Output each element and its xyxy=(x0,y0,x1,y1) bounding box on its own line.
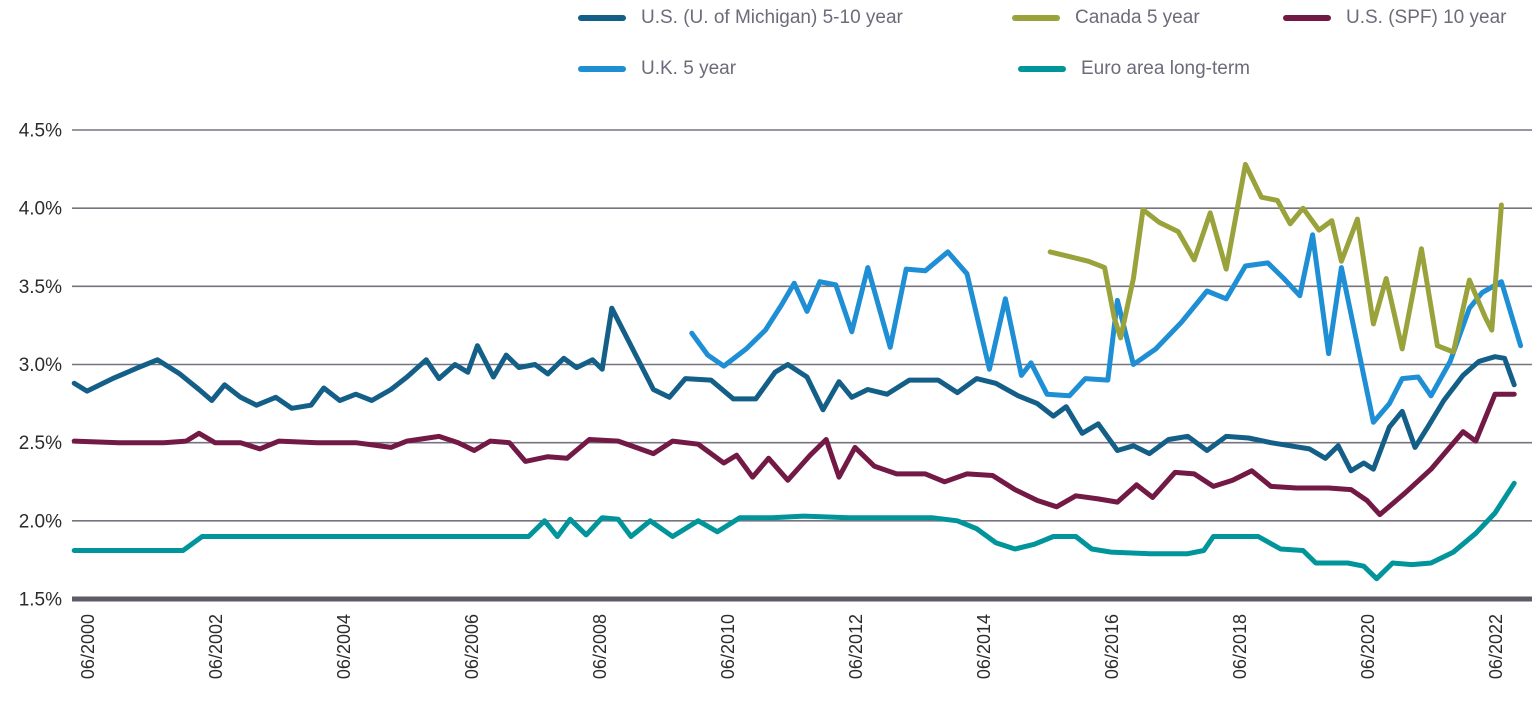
x-tick-label: 06/2012 xyxy=(846,614,866,679)
x-tick-label: 06/2014 xyxy=(974,614,994,679)
series-line-us_michigan xyxy=(71,305,1517,474)
legend-swatch-us-michigan xyxy=(578,15,626,21)
x-tick-label: 06/2010 xyxy=(718,614,738,679)
legend-label-us-michigan: U.S. (U. of Michigan) 5-10 year xyxy=(641,7,903,28)
legend-item-canada: Canada 5 year xyxy=(1012,7,1200,29)
legend-item-us-spf: U.S. (SPF) 10 year xyxy=(1283,7,1507,29)
x-tick-label: 06/2004 xyxy=(334,614,354,679)
legend-item-us-michigan: U.S. (U. of Michigan) 5-10 year xyxy=(578,7,903,29)
y-tick-label: 1.5% xyxy=(19,590,62,611)
series-line-us_spf xyxy=(71,391,1517,518)
y-tick-label: 3.0% xyxy=(19,355,62,376)
legend-label-uk: U.K. 5 year xyxy=(641,58,737,79)
legend-label-euro: Euro area long-term xyxy=(1081,58,1250,79)
legend-item-uk: U.K. 5 year xyxy=(578,58,736,80)
y-tick-label: 3.5% xyxy=(19,277,62,298)
y-tick-label: 2.5% xyxy=(19,433,62,454)
x-tick-label: 06/2006 xyxy=(462,614,482,679)
x-tick-label: 06/2008 xyxy=(590,614,610,679)
y-tick-label: 2.0% xyxy=(19,511,62,532)
x-tick-label: 06/2022 xyxy=(1486,614,1506,679)
x-tick-label: 06/2016 xyxy=(1102,614,1122,679)
legend-label-us-spf: U.S. (SPF) 10 year xyxy=(1346,7,1507,28)
y-tick-label: 4.0% xyxy=(19,199,62,220)
x-tick-label: 06/2000 xyxy=(78,614,98,679)
legend-label-canada: Canada 5 year xyxy=(1075,7,1200,28)
legend-swatch-canada xyxy=(1012,15,1060,21)
series-line-euro xyxy=(71,480,1517,582)
x-tick-label: 06/2020 xyxy=(1358,614,1378,679)
legend-swatch-us-spf xyxy=(1283,15,1331,21)
legend-item-euro: Euro area long-term xyxy=(1018,58,1250,80)
series-line-canada xyxy=(1047,161,1504,355)
x-tick-label: 06/2002 xyxy=(206,614,226,679)
legend-swatch-euro xyxy=(1018,66,1066,72)
y-tick-label: 4.5% xyxy=(19,121,62,142)
legend-swatch-uk xyxy=(578,66,626,72)
chart-legend: U.S. (U. of Michigan) 5-10 year Canada 5… xyxy=(0,0,1532,95)
x-tick-label: 06/2018 xyxy=(1230,614,1250,679)
series-line-uk xyxy=(689,232,1524,425)
